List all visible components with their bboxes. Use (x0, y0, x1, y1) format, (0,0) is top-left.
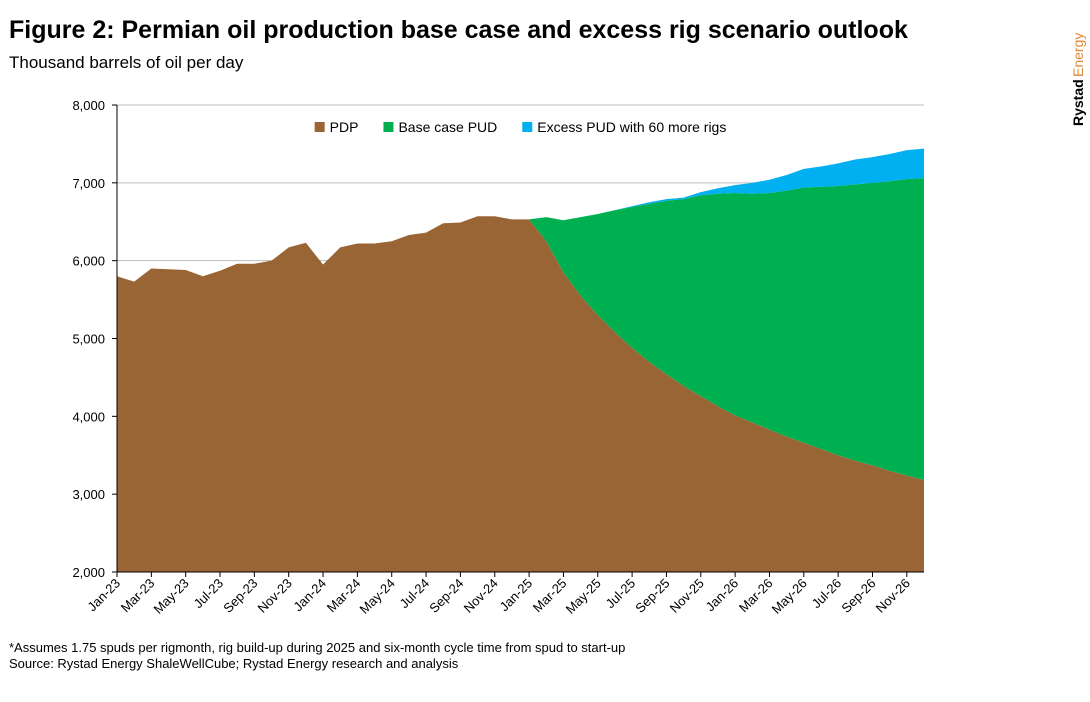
y-tick-label: 8,000 (72, 98, 105, 113)
chart-title: Figure 2: Permian oil production base ca… (9, 16, 908, 44)
x-tick-label: Sep-26 (838, 576, 878, 616)
x-tick-label: Sep-24 (426, 576, 466, 616)
x-tick-label: Mar-26 (736, 576, 776, 616)
x-tick-label: May-25 (563, 576, 604, 617)
logo: Rystad Energy (1070, 33, 1086, 126)
legend-swatch (314, 122, 325, 132)
x-tick-label: Mar-24 (324, 576, 364, 616)
logo-energy: Energy (1070, 33, 1086, 77)
x-tick-label: May-24 (357, 576, 398, 617)
footnote: *Assumes 1.75 spuds per rigmonth, rig bu… (9, 640, 625, 655)
x-tick-label: Jan-26 (703, 576, 742, 615)
x-tick-label: Jan-25 (496, 576, 535, 615)
x-tick-label: Jan-24 (290, 576, 329, 615)
legend-label: Excess PUD with 60 more rigs (537, 119, 726, 135)
area (117, 178, 924, 481)
x-tick-label: Nov-24 (461, 576, 501, 616)
y-tick-label: 3,000 (72, 487, 105, 502)
x-tick-label: Sep-25 (632, 576, 672, 616)
source: Source: Rystad Energy ShaleWellCube; Rys… (9, 656, 459, 671)
legend-swatch (522, 122, 533, 132)
y-tick-label: 7,000 (72, 176, 105, 191)
y-tick-label: 5,000 (72, 332, 105, 347)
legend: PDP Base case PUD Excess PUD with 60 more … (314, 119, 726, 135)
x-tick-label: Nov-23 (255, 576, 295, 616)
y-tick-label: 2,000 (72, 565, 105, 580)
x-tick-label: May-23 (151, 576, 192, 617)
area (117, 216, 924, 572)
legend-label: Base case PUD (398, 119, 497, 135)
x-tick-label: Mar-25 (530, 576, 570, 616)
x-tick-label: May-26 (769, 576, 810, 617)
legend-swatch (383, 122, 394, 132)
x-tick-label: Jan-23 (84, 576, 123, 615)
logo-rystad: Rystad (1070, 79, 1086, 126)
chart-subtitle: Thousand barrels of oil per day (9, 53, 244, 72)
legend-label: PDP (330, 119, 359, 135)
x-tick-label: Nov-26 (873, 576, 913, 616)
x-tick-label: Nov-25 (667, 576, 707, 616)
x-tick-label: Sep-23 (220, 576, 260, 616)
x-tick-label: Mar-23 (118, 576, 158, 616)
y-tick-label: 6,000 (72, 254, 105, 269)
y-tick-label: 4,000 (72, 409, 105, 424)
